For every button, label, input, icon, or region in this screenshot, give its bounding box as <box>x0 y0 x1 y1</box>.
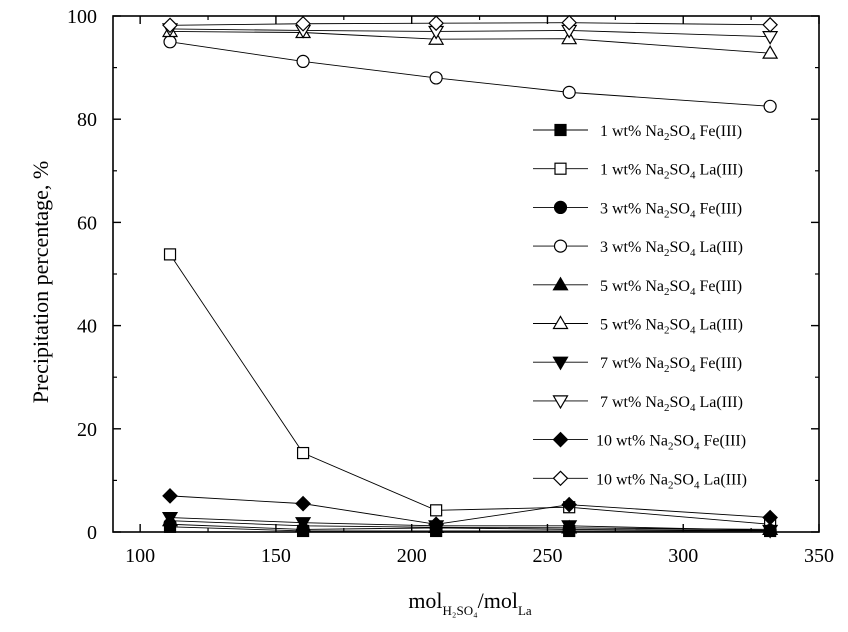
x-tick-label: 150 <box>261 545 291 567</box>
x-tick-label: 200 <box>397 545 427 567</box>
data-point <box>430 504 443 517</box>
series-line <box>170 31 771 54</box>
data-point <box>296 54 310 69</box>
legend-marker <box>552 356 569 371</box>
series-4 <box>163 35 777 113</box>
legend-entry-8: 7 wt% Na2SO4 La(III) <box>533 394 743 414</box>
data-point <box>295 15 311 32</box>
data-point <box>163 35 177 49</box>
series-line <box>169 41 771 107</box>
data-point <box>762 44 779 59</box>
plot-frame <box>112 15 820 533</box>
data-point <box>562 85 576 99</box>
series-8 <box>161 23 779 45</box>
legend-entry-2: 1 wt% Na2SO4 La(III) <box>533 162 743 182</box>
x-tick-label: 100 <box>125 545 155 567</box>
legend-label: 7 wt% Na2SO4 La(III) <box>600 394 743 414</box>
data-point <box>561 520 578 534</box>
y-tick-label: 40 <box>77 316 97 338</box>
data-point <box>163 248 177 261</box>
series-line <box>169 495 771 525</box>
data-point <box>161 511 179 526</box>
legend-marker <box>552 276 569 291</box>
legend-label: 10 wt% Na2SO4 Fe(III) <box>596 433 746 453</box>
data-point <box>561 14 578 31</box>
data-point <box>295 495 311 512</box>
data-point <box>428 516 444 533</box>
data-point <box>428 15 444 32</box>
y-tick-label: 60 <box>77 212 97 234</box>
legend: 1 wt% Na2SO4 Fe(III) 1 wt% Na2SO4 La(III)… <box>533 123 747 491</box>
data-point <box>295 517 312 531</box>
legend-marker <box>554 162 567 175</box>
legend-entry-1: 1 wt% Na2SO4 Fe(III) <box>533 123 742 143</box>
data-point <box>296 446 310 460</box>
series-7 <box>161 511 779 539</box>
legend-marker <box>552 395 569 410</box>
legend-label: 10 wt% Na2SO4 La(III) <box>596 471 747 491</box>
legend-entry-5: 5 wt% Na2SO4 Fe(III) <box>533 276 742 298</box>
axes-frame: 100 150 200 250 300 350 0 20 40 60 80 100 <box>67 6 834 567</box>
legend-marker <box>553 239 568 253</box>
data-point <box>429 71 443 85</box>
series-layer <box>161 14 779 539</box>
y-axis-title: Precipitation percentage, % <box>28 161 53 404</box>
legend-label: 5 wt% Na2SO4 La(III) <box>600 317 743 337</box>
series-9 <box>162 488 778 533</box>
legend-marker <box>552 315 569 330</box>
series-line <box>170 22 771 26</box>
legend-marker <box>552 470 569 487</box>
data-point <box>763 99 777 113</box>
legend-entry-3: 3 wt% Na2SO4 Fe(III) <box>533 200 742 220</box>
legend-entry-9: 10 wt% Na2SO4 Fe(III) <box>533 431 746 453</box>
y-tick-label: 80 <box>77 109 97 131</box>
y-tick-label: 0 <box>87 522 97 544</box>
series-line <box>170 28 771 38</box>
legend-marker <box>554 123 567 137</box>
data-point <box>762 509 778 526</box>
legend-label: 5 wt% Na2SO4 Fe(III) <box>600 278 742 298</box>
data-point <box>162 17 178 34</box>
legend-label: 3 wt% Na2SO4 La(III) <box>600 239 743 259</box>
legend-entry-4: 3 wt% Na2SO4 La(III) <box>533 239 743 259</box>
legend-marker <box>553 200 568 214</box>
legend-label: 3 wt% Na2SO4 Fe(III) <box>600 200 742 220</box>
data-point <box>762 16 778 33</box>
y-tick-label: 20 <box>77 419 97 441</box>
legend-label: 7 wt% Na2SO4 Fe(III) <box>600 355 742 375</box>
data-point <box>762 524 779 539</box>
legend-entry-6: 5 wt% Na2SO4 La(III) <box>533 315 743 337</box>
x-axis-title: molH₂SO₄/molLa <box>408 588 532 618</box>
data-point <box>162 488 178 504</box>
legend-entry-7: 7 wt% Na2SO4 Fe(III) <box>533 355 742 375</box>
x-tick-label: 250 <box>532 545 562 567</box>
data-point <box>561 496 578 513</box>
y-tick-label: 100 <box>67 6 97 28</box>
series-10 <box>162 14 778 34</box>
legend-label: 1 wt% Na2SO4 Fe(III) <box>600 123 742 143</box>
data-point <box>762 31 779 45</box>
legend-label: 1 wt% Na2SO4 La(III) <box>600 162 743 182</box>
x-tick-label: 300 <box>668 545 698 567</box>
x-tick-label: 350 <box>804 545 834 567</box>
legend-entry-10: 10 wt% Na2SO4 La(III) <box>533 470 747 491</box>
axis-labels: Precipitation percentage, % molH₂SO₄/molL… <box>28 161 532 618</box>
legend-marker <box>552 431 569 448</box>
